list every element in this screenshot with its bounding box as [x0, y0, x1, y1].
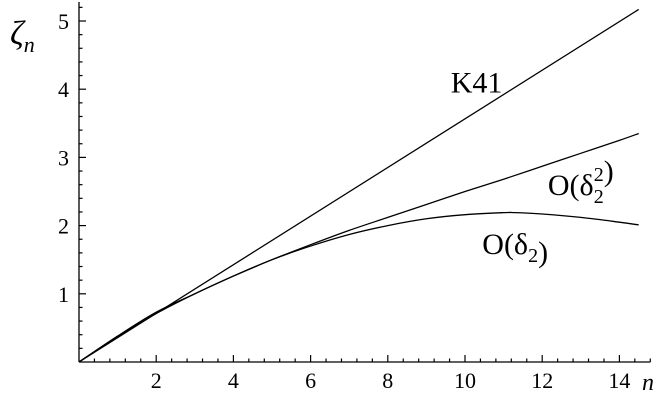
curve-label-0: K41 [451, 67, 503, 100]
curve-label-1: O(δ22) [548, 155, 614, 208]
curve-labels: K41 O(δ22)O(δ2) [451, 67, 614, 270]
y-ticks: 1 2 3 4 5 [58, 0, 86, 348]
x-ticks: 2 4 6 8 10 12 14 [94, 355, 650, 393]
curve-label-2: O(δ2) [482, 228, 548, 269]
series-line-2 [79, 212, 639, 362]
x-tick-label: 6 [305, 368, 316, 393]
y-tick-label: 4 [58, 77, 69, 102]
x-tick-label: 4 [228, 368, 239, 393]
y-tick-label: 1 [58, 282, 69, 307]
x-tick-label: 14 [608, 368, 630, 393]
x-tick-label: 12 [531, 368, 553, 393]
y-axis-title: ζn [10, 15, 35, 57]
x-tick-label: 8 [382, 368, 393, 393]
x-tick-label: 2 [151, 368, 162, 393]
x-tick-label: 10 [454, 368, 476, 393]
y-axis-title-subscript: n [24, 32, 35, 57]
y-tick-label: 3 [58, 145, 69, 170]
series-line-1 [79, 134, 639, 362]
y-tick-label: 2 [58, 214, 69, 239]
y-tick-label: 5 [58, 9, 69, 34]
x-axis-title: n [642, 370, 654, 394]
